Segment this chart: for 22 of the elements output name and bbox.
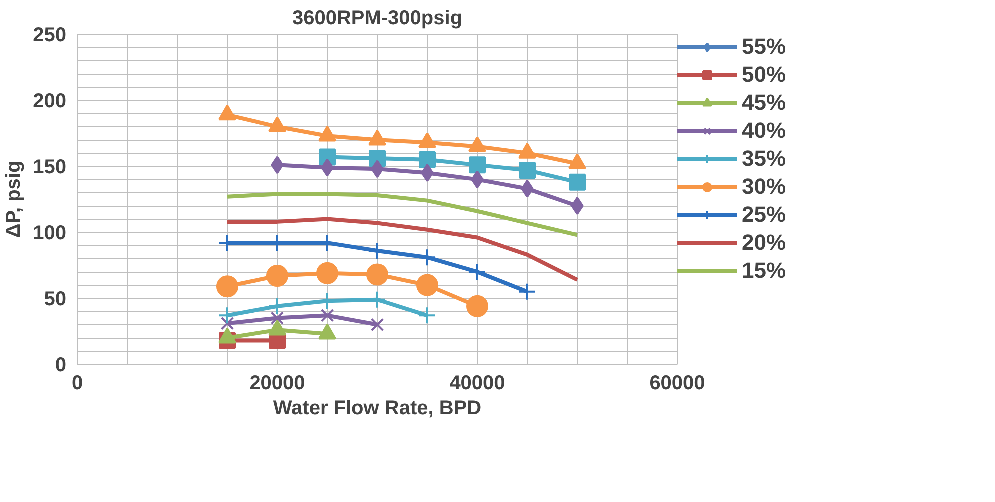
- legend-label: 55%: [742, 34, 786, 60]
- x-tick-label: 0: [72, 372, 84, 394]
- legend-label: 40%: [742, 118, 786, 144]
- y-axis-title: ΔP, psig: [3, 160, 26, 238]
- legend-label: 45%: [742, 90, 786, 116]
- legend-label: 20%: [742, 230, 786, 256]
- x-tick-label: 60000: [650, 372, 706, 394]
- legend-label: 15%: [742, 258, 786, 284]
- y-tick-label: 50: [44, 288, 67, 310]
- y-tick-label: 200: [33, 90, 67, 112]
- legend-label: 50%: [742, 62, 786, 88]
- y-tick-label: 250: [33, 24, 67, 46]
- x-tick-label: 20000: [250, 372, 306, 394]
- x-tick-label: 40000: [450, 372, 506, 394]
- legend-label: 25%: [742, 202, 786, 228]
- chart-title: 3600RPM-300psig: [292, 8, 463, 30]
- y-tick-label: 150: [33, 156, 67, 178]
- legend-label: 35%: [742, 146, 786, 172]
- y-tick-label: 0: [55, 354, 66, 376]
- legend-label: 30%: [742, 174, 786, 200]
- y-tick-label: 100: [33, 222, 67, 244]
- x-axis-title: Water Flow Rate, BPD: [273, 398, 482, 420]
